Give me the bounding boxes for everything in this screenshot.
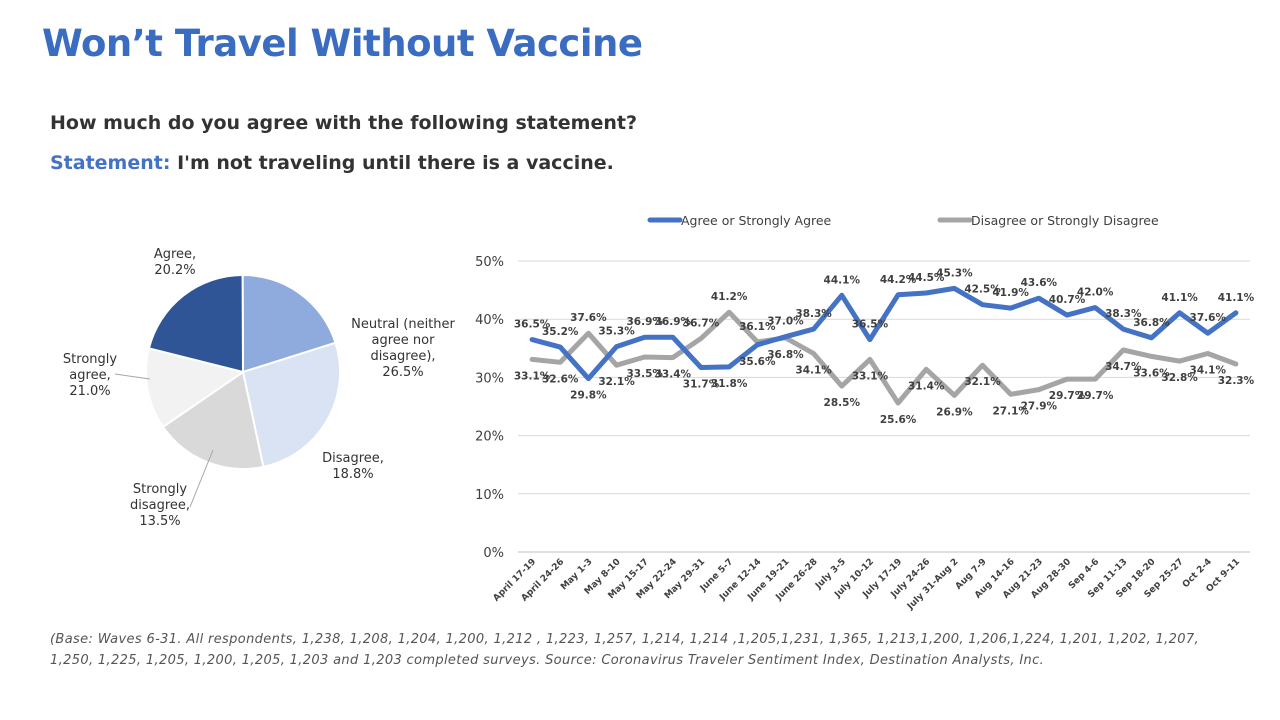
- data-label: 32.3%: [1218, 375, 1255, 387]
- y-tick-label: 0%: [483, 546, 504, 561]
- statement-label: Statement:: [50, 152, 171, 174]
- data-label: 32.8%: [1161, 372, 1198, 384]
- data-label: 31.4%: [908, 380, 945, 392]
- data-label: 38.3%: [795, 308, 832, 320]
- series-line-disagree: [529, 309, 1239, 406]
- pie-slice: [161, 370, 265, 470]
- data-label: 25.6%: [880, 414, 917, 426]
- data-label: 33.1%: [852, 370, 889, 382]
- data-label: 34.1%: [1190, 365, 1227, 377]
- data-label: 34.1%: [795, 365, 832, 377]
- data-label: 42.0%: [1077, 287, 1114, 299]
- data-label: 38.3%: [1105, 308, 1142, 320]
- data-label: 44.5%: [908, 272, 945, 284]
- survey-question: How much do you agree with the following…: [50, 112, 637, 134]
- data-label: 36.9%: [655, 316, 692, 328]
- legend-label: Agree or Strongly Agree: [681, 213, 832, 228]
- pie-leader-line: [114, 373, 151, 380]
- data-label: 32.6%: [542, 373, 579, 385]
- data-label: 27.1%: [992, 405, 1029, 417]
- pie-slice-label: Neutral (neither agree nor disagree), 26.5%: [351, 317, 455, 380]
- pie-leader-line: [189, 449, 214, 508]
- data-label: 36.5%: [852, 319, 889, 331]
- data-label: 36.5%: [514, 319, 551, 331]
- pie-slice-label: Agree, 20.2%: [154, 247, 196, 278]
- data-label: 43.6%: [1021, 277, 1058, 289]
- data-label: 42.5%: [964, 284, 1001, 296]
- data-label: 41.2%: [711, 291, 748, 303]
- data-label: 28.5%: [824, 397, 861, 409]
- data-label: 26.9%: [936, 406, 973, 418]
- data-label: 36.8%: [1133, 317, 1170, 329]
- data-label: 31.8%: [711, 378, 748, 390]
- pie-chart: Agree, 20.2% Neutral (neither agree nor disa…: [63, 247, 456, 529]
- data-label: 41.9%: [992, 287, 1029, 299]
- data-label: 29.7%: [1049, 390, 1086, 402]
- y-tick-label: 10%: [475, 488, 504, 503]
- data-label: 33.6%: [1133, 367, 1170, 379]
- pie-slice: [241, 273, 337, 374]
- x-tick-label: July 31-Aug 2: [905, 557, 960, 612]
- statement-text: I'm not traveling until there is a vacci…: [170, 152, 614, 174]
- data-label: 40.7%: [1049, 294, 1086, 306]
- data-label: 29.7%: [1077, 390, 1114, 402]
- data-label: 35.3%: [598, 326, 635, 338]
- pie-slice: [241, 341, 341, 469]
- y-tick-label: 50%: [475, 255, 504, 270]
- data-label: 33.5%: [626, 368, 663, 380]
- survey-statement: Statement: I'm not traveling until there…: [50, 152, 614, 174]
- data-label: 37.6%: [570, 312, 607, 324]
- data-label: 33.4%: [655, 369, 692, 381]
- data-label: 36.7%: [683, 317, 720, 329]
- data-label: 34.7%: [1105, 361, 1142, 373]
- legend-label: Disagree or Strongly Disagree: [971, 213, 1159, 228]
- data-label: 35.6%: [739, 356, 776, 368]
- data-label: 35.2%: [542, 326, 579, 338]
- data-label: 36.1%: [739, 321, 776, 333]
- pie-slice-label: Strongly agree, 21.0%: [63, 352, 117, 399]
- data-label: 41.1%: [1161, 292, 1198, 304]
- pie-slice-label: Disagree, 18.8%: [322, 451, 384, 482]
- data-label: 29.8%: [570, 390, 607, 402]
- data-label: 27.9%: [1021, 401, 1058, 413]
- data-label: 37.0%: [767, 316, 804, 328]
- data-label: 31.7%: [683, 379, 720, 391]
- data-label: 32.1%: [598, 376, 635, 388]
- pie-slice: [147, 273, 245, 374]
- data-label: 44.2%: [880, 274, 917, 286]
- data-label: 41.1%: [1218, 292, 1255, 304]
- pie-slice: [145, 347, 246, 429]
- data-label: 44.1%: [824, 274, 861, 286]
- data-label: 36.9%: [626, 316, 663, 328]
- series-line-agree: [529, 285, 1239, 382]
- y-tick-label: 40%: [475, 313, 504, 328]
- data-label: 32.1%: [964, 376, 1001, 388]
- pie-slice-label: Strongly disagree, 13.5%: [130, 482, 190, 529]
- data-label: 45.3%: [936, 267, 973, 279]
- data-label: 37.6%: [1190, 312, 1227, 324]
- slide-title: Won’t Travel Without Vaccine: [42, 22, 643, 65]
- data-label: 36.8%: [767, 349, 804, 361]
- footnote-source: (Base: Waves 6-31. All respondents, 1,23…: [50, 632, 1199, 668]
- data-label: 33.1%: [514, 370, 551, 382]
- y-tick-label: 30%: [475, 371, 504, 386]
- y-tick-label: 20%: [475, 430, 504, 445]
